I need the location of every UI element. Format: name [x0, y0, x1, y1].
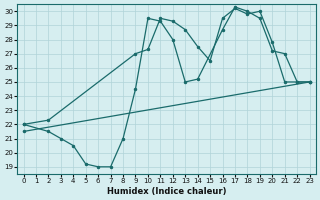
X-axis label: Humidex (Indice chaleur): Humidex (Indice chaleur): [107, 187, 226, 196]
